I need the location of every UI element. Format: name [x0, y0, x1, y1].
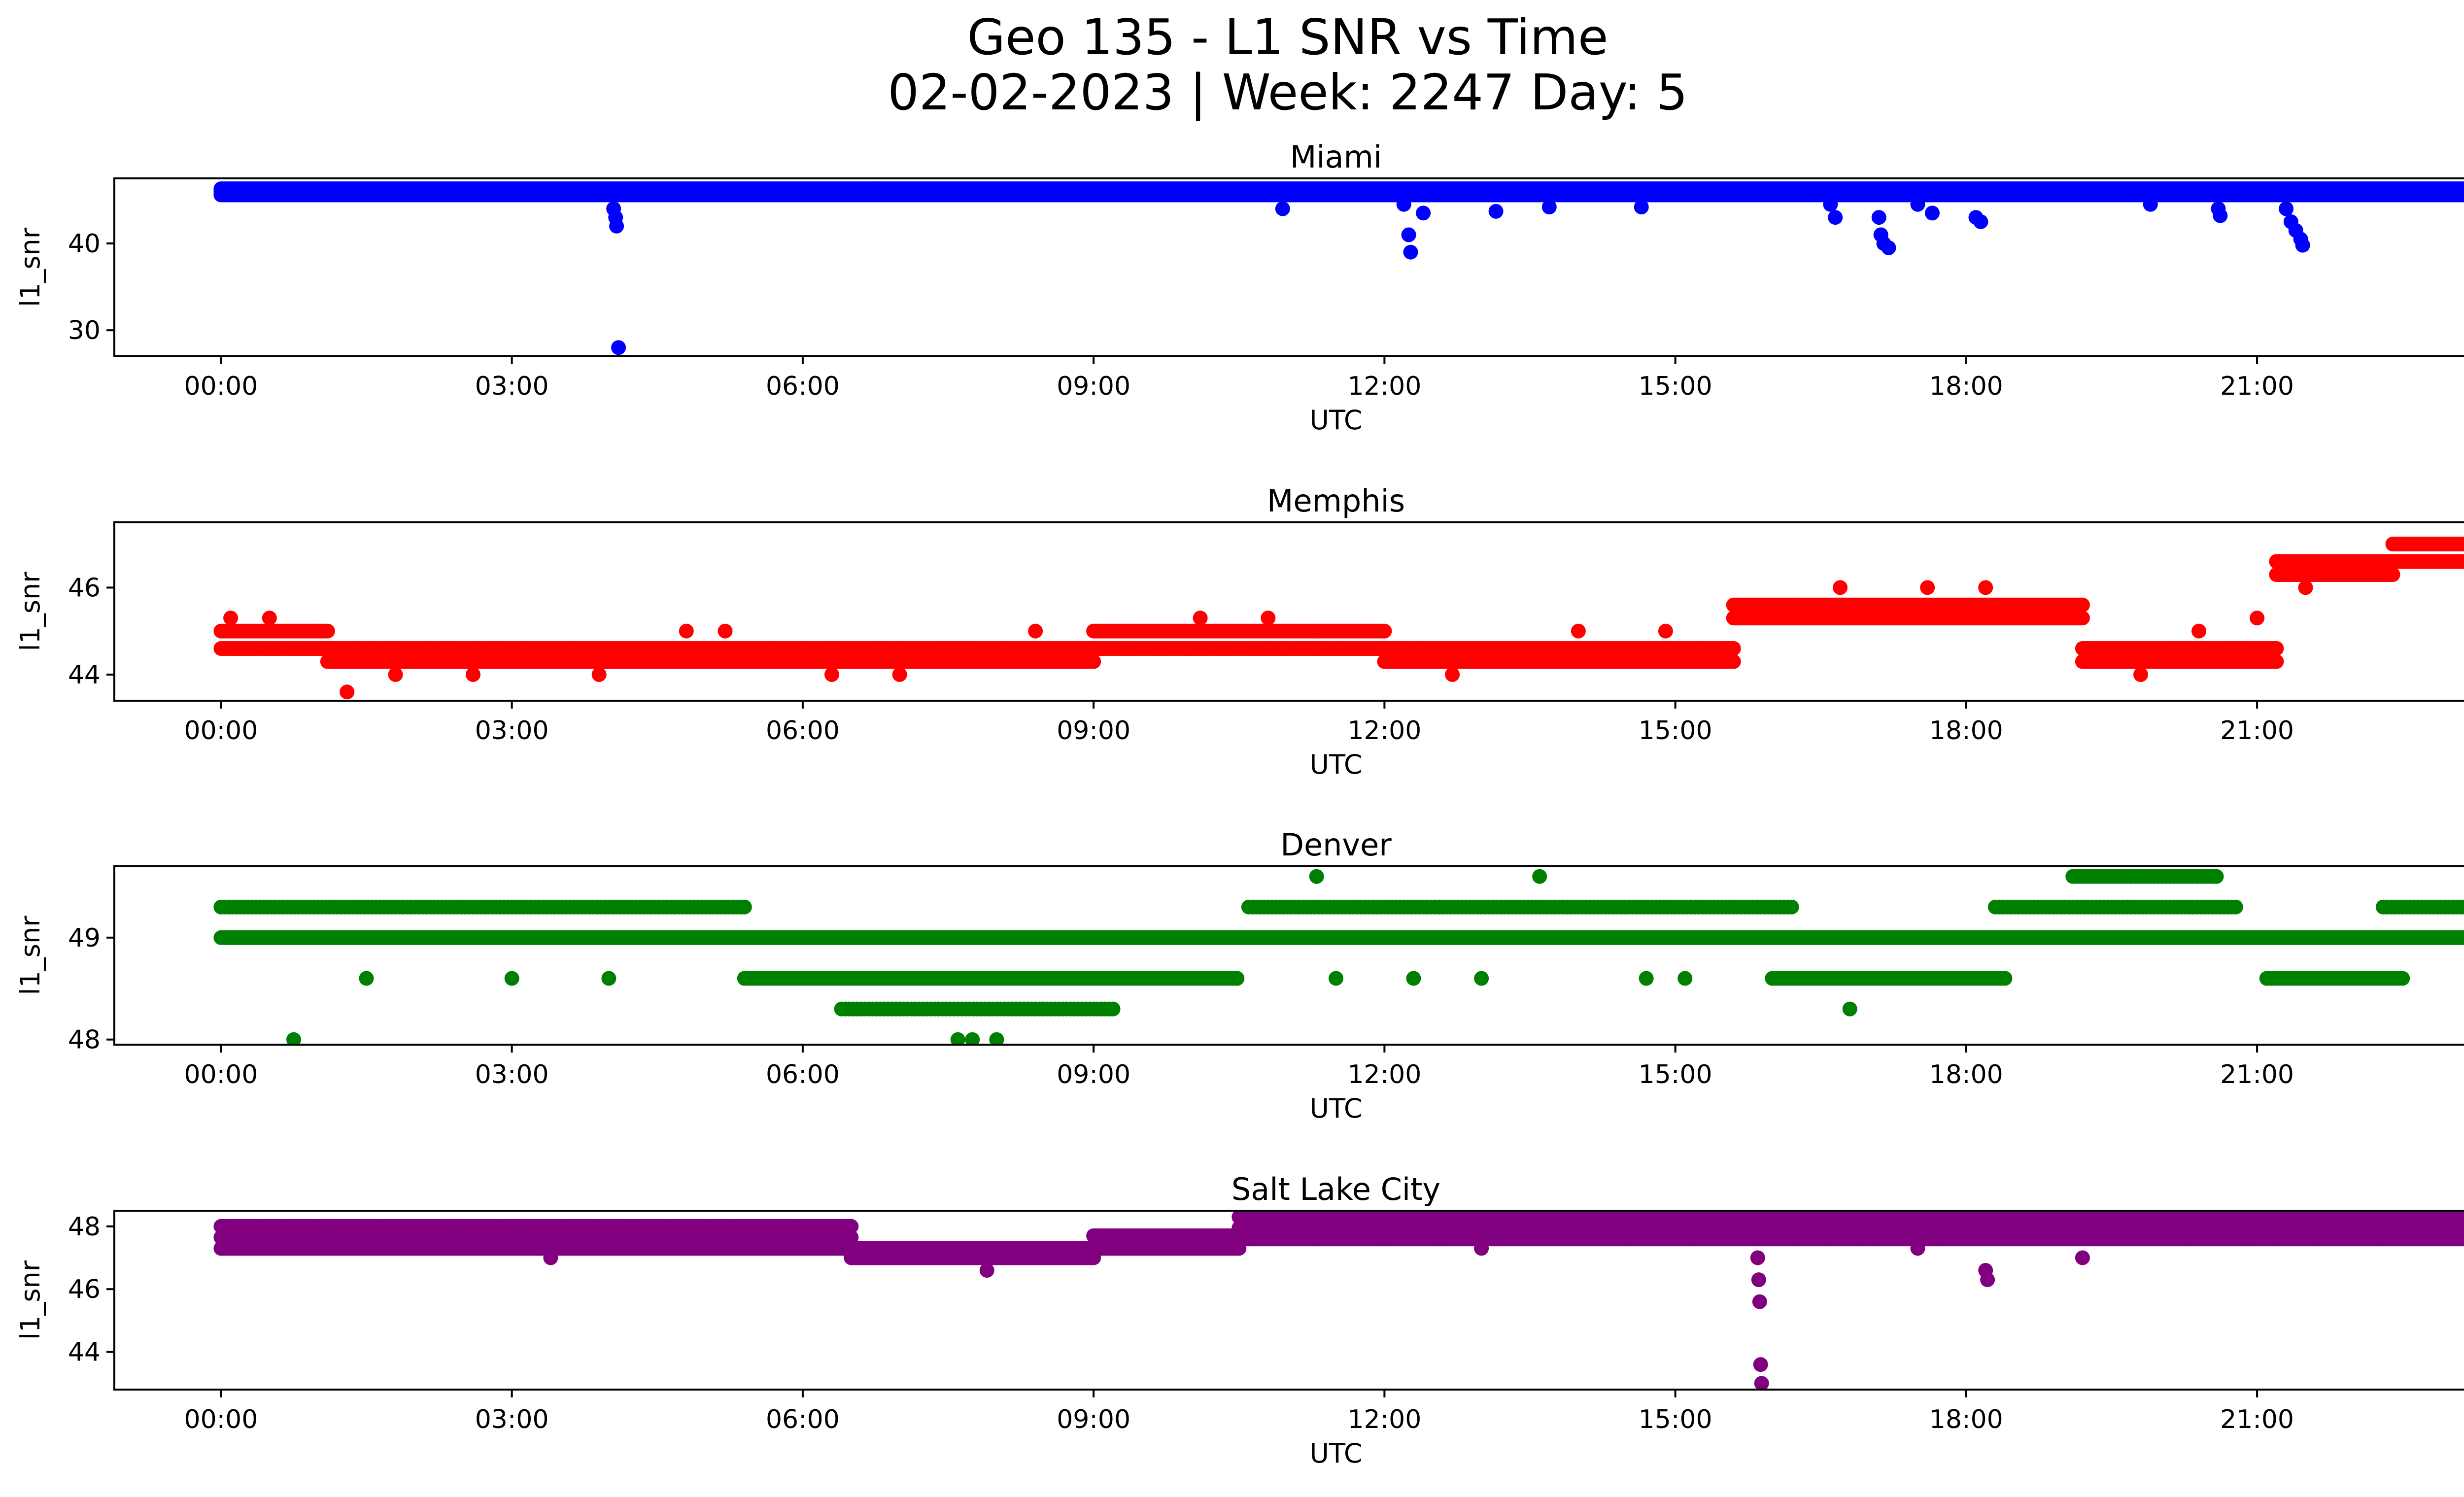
- data-point-miami: [611, 340, 626, 355]
- data-point-miami: [1275, 202, 1290, 216]
- data-point-miami: [1882, 240, 1896, 255]
- data-point-miami: [1973, 214, 1988, 229]
- subplot-panels: Miami 00:00 03:00 06:00 09:00 12:00 15:00 18:00…: [15, 139, 2464, 1469]
- subplot-title-miami: Miami: [1290, 139, 1382, 175]
- data-point-memphis: [1377, 624, 1392, 639]
- data-point-miami: [1403, 245, 1418, 260]
- data-point-miami: [1402, 228, 1416, 242]
- data-point-miami: [1542, 200, 1557, 214]
- y-axis-label-miami: l1_snr: [15, 227, 46, 307]
- data-point-miami: [609, 219, 624, 234]
- data-point-miami: [1872, 210, 1886, 225]
- y-tick-label-miami: 40: [68, 229, 101, 259]
- data-point-miami: [1634, 200, 1649, 214]
- data-point-miami: [1489, 204, 1504, 219]
- data-point-miami: [1911, 197, 1925, 212]
- data-point-miami: [1925, 205, 1940, 220]
- subplot-title-memphis: Memphis: [1267, 483, 1405, 519]
- x-tick-label-miami: 06:00: [766, 372, 840, 401]
- data-point-memphis: [320, 624, 335, 639]
- x-axis-label-miami: UTC: [1309, 405, 1362, 436]
- data-point-miami: [2295, 238, 2310, 253]
- x-tick-label-miami: 15:00: [1639, 372, 1712, 401]
- x-tick-label-miami: 03:00: [475, 372, 549, 401]
- data-point-miami: [1823, 197, 1838, 212]
- data-point-miami: [2279, 202, 2293, 216]
- figure-title-line-2: 02-02-2023 | Week: 2247 Day: 5: [888, 64, 1687, 121]
- data-point-miami: [2143, 197, 2158, 212]
- data-point-miami: [2213, 208, 2227, 223]
- x-tick-label-miami: 18:00: [1929, 372, 2003, 401]
- axes-frame-miami: [114, 178, 2464, 356]
- x-tick-label-miami: 00:00: [184, 372, 258, 401]
- y-tick-label-miami: 30: [68, 316, 101, 345]
- x-tick-label-miami: 21:00: [2220, 372, 2294, 401]
- data-point-memphis: [1086, 654, 1101, 669]
- scatter-series-miami: [213, 181, 2464, 355]
- x-tick-label-miami: 09:00: [1057, 372, 1130, 401]
- data-point-miami: [1397, 197, 1411, 212]
- scatter-series-memphis: [213, 524, 2464, 700]
- figure-title-line-1: Geo 135 - L1 SNR vs Time: [967, 8, 1608, 66]
- x-tick-label-miami: 12:00: [1347, 372, 1421, 401]
- subplot-miami: Miami 00:00 03:00 06:00 09:00 12:00 15:00 18:00…: [15, 139, 2464, 436]
- data-point-miami: [1416, 205, 1431, 220]
- data-point-miami: [1828, 210, 1843, 225]
